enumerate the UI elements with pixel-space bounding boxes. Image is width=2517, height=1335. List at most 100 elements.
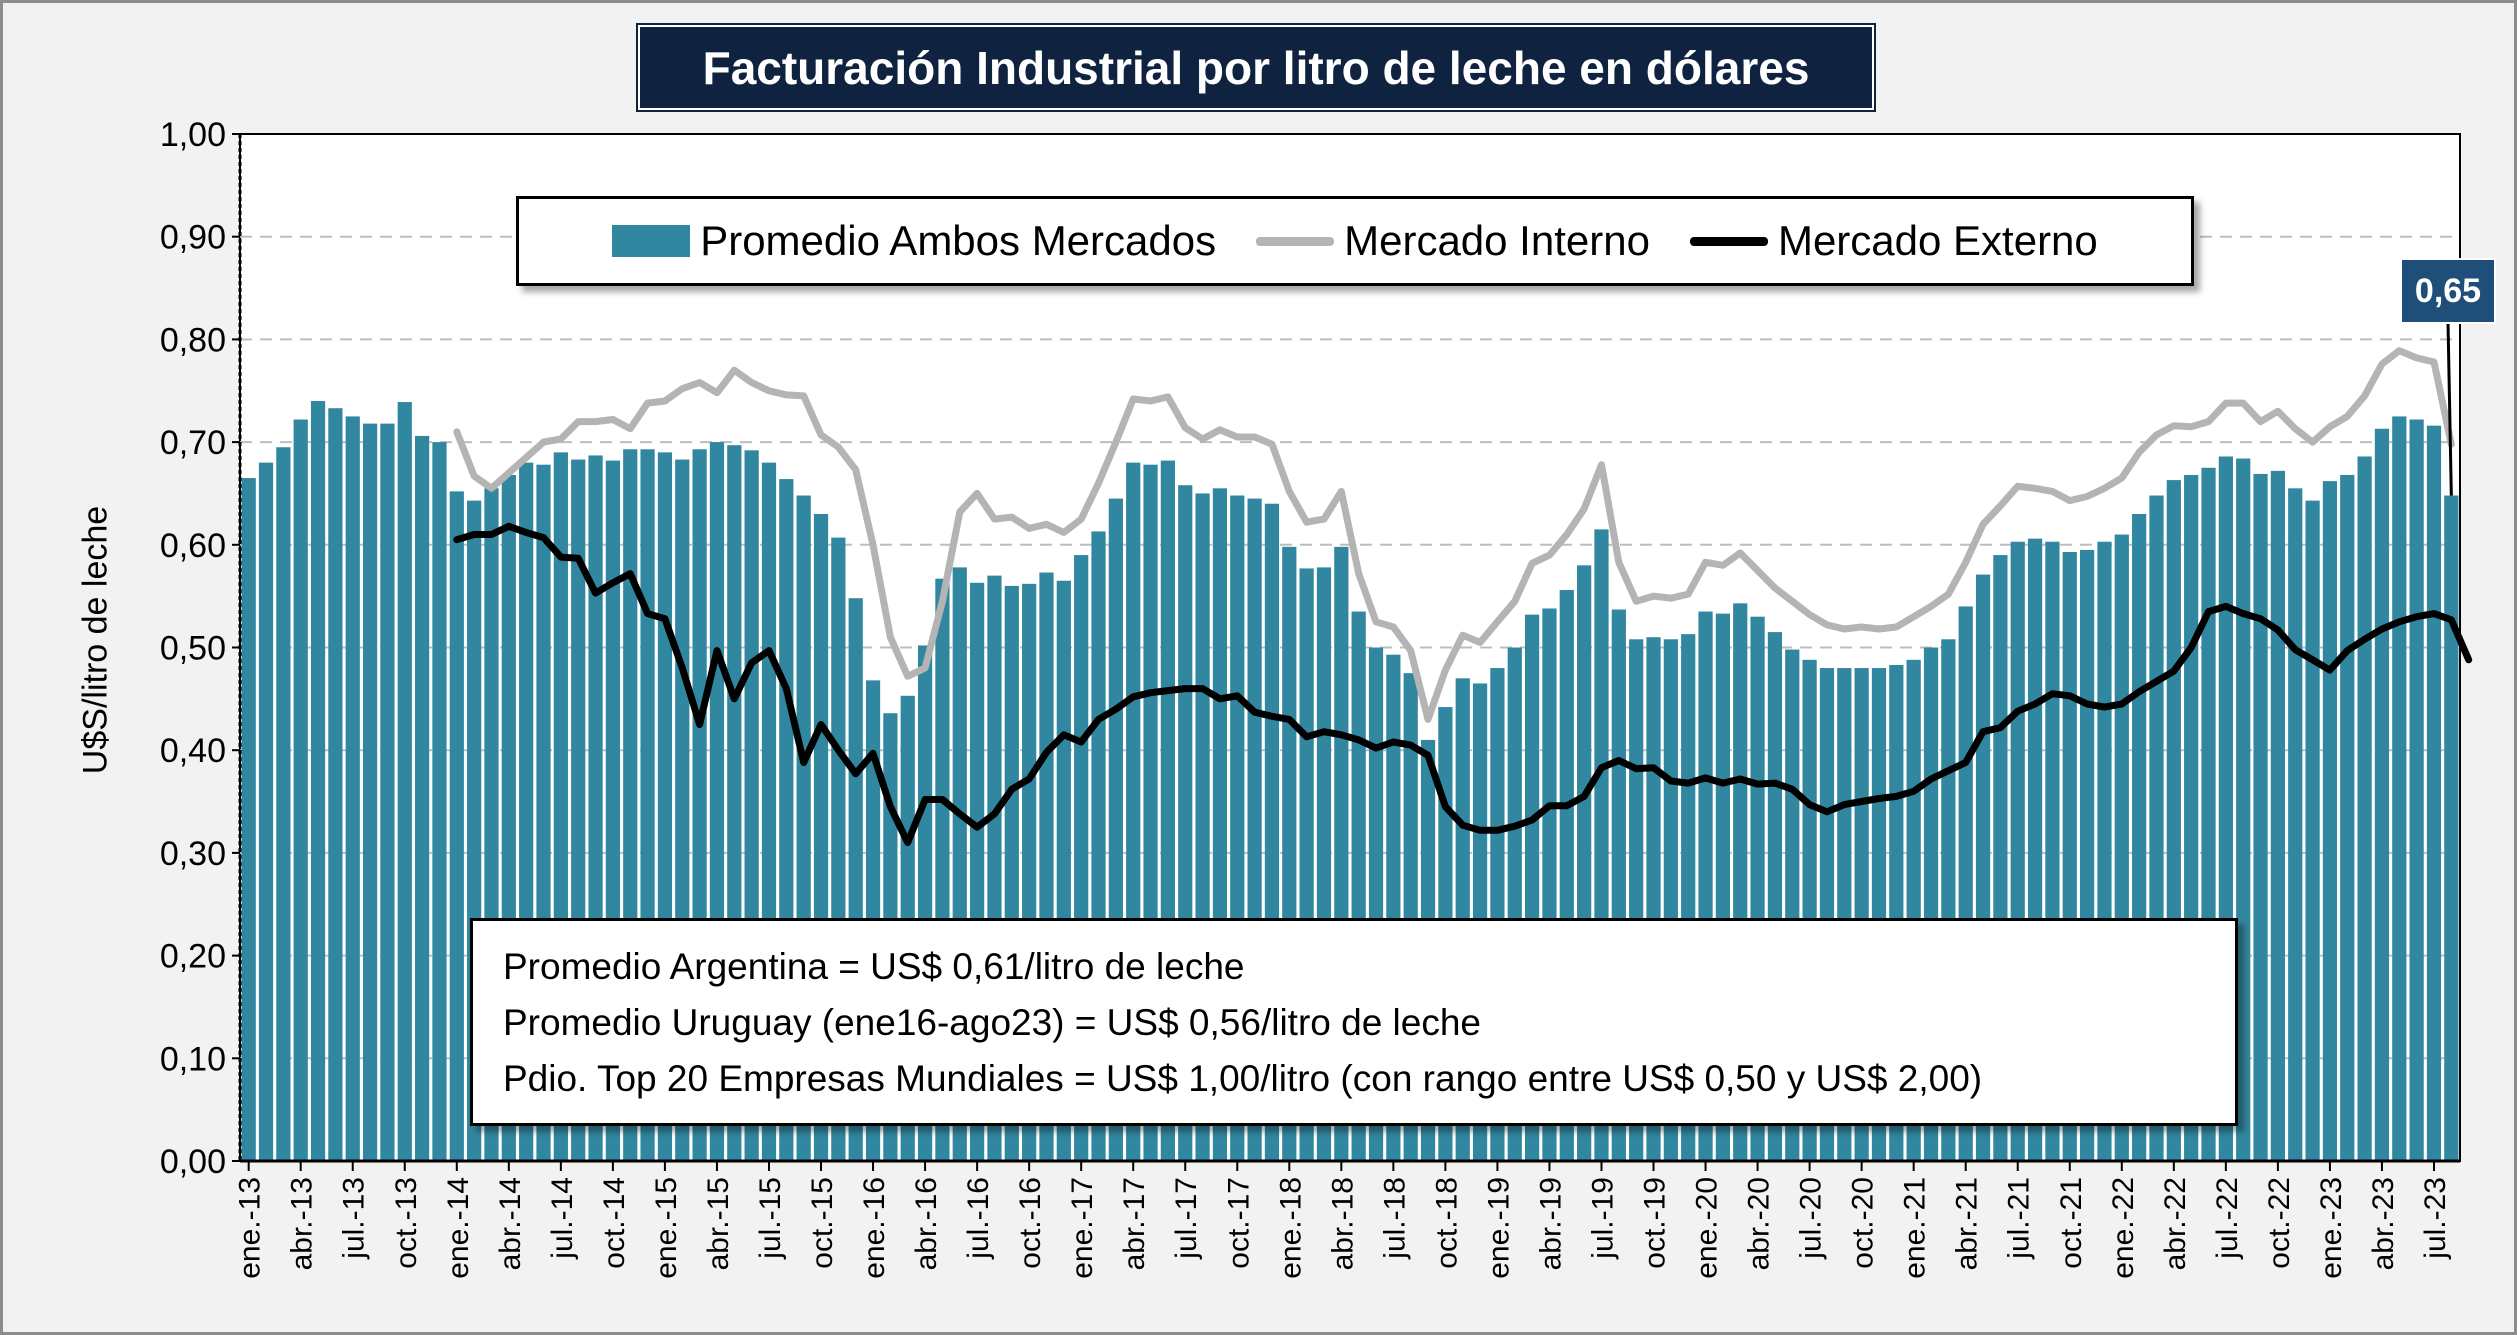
- chart-title: Facturación Industrial por litro de lech…: [636, 23, 1876, 112]
- x-tick-label: oct.-13: [390, 1177, 423, 1269]
- y-tick-label: 0,30: [160, 835, 226, 873]
- x-tick-label: jul.-17: [1170, 1177, 1203, 1260]
- x-tick-label: abr.-14: [494, 1177, 527, 1270]
- legend-label-externo: Mercado Externo: [1777, 217, 2098, 264]
- y-tick-label: 0,70: [160, 424, 226, 462]
- x-tick-label: abr.-23: [2367, 1177, 2400, 1270]
- note-top20: Pdio. Top 20 Empresas Mundiales = US$ 1,…: [503, 1058, 1983, 1099]
- x-tick-label: oct.-22: [2263, 1177, 2296, 1269]
- x-tick-label: oct.-17: [1222, 1177, 1255, 1269]
- line-series: [453, 347, 2473, 847]
- legend: Promedio Ambos Mercados Mercado Interno …: [516, 196, 2194, 286]
- x-tick-label: abr.-18: [1326, 1177, 1359, 1270]
- x-tick-label: ene.-15: [650, 1177, 683, 1279]
- x-tick-label: oct.-21: [2055, 1177, 2088, 1269]
- x-tick-label: jul.-16: [962, 1177, 995, 1260]
- bar: [2392, 416, 2407, 1161]
- x-tick-label: jul.-20: [1795, 1177, 1828, 1260]
- bar: [2340, 474, 2355, 1161]
- y-tick-label: 0,90: [160, 219, 226, 257]
- x-tick-label: abr.-19: [1534, 1177, 1567, 1270]
- notes-box: Promedio Argentina = US$ 0,61/litro de l…: [470, 918, 2238, 1126]
- x-tick-label: jul.-18: [1378, 1177, 1411, 1260]
- legend-item-interno: Mercado Interno: [1256, 217, 1650, 265]
- bar: [310, 401, 326, 1161]
- x-tick-label: ene.-23: [2315, 1177, 2348, 1279]
- y-tick-label: 0,80: [160, 321, 226, 359]
- y-tick-label: 0,00: [160, 1143, 226, 1181]
- x-tick-label: jul.-19: [1586, 1177, 1619, 1260]
- y-tick-label: 0,50: [160, 630, 226, 668]
- x-tick-label: jul.-22: [2211, 1177, 2244, 1260]
- x-tick-label: ene.-20: [1691, 1177, 1724, 1279]
- x-tick-label: abr.-20: [1743, 1177, 1776, 1270]
- bar: [258, 462, 274, 1161]
- bar: [2374, 428, 2390, 1161]
- y-tick-label: 1,00: [160, 116, 226, 154]
- bar: [380, 423, 395, 1161]
- bar: [2426, 425, 2442, 1162]
- x-tick-label: jul.-14: [546, 1177, 579, 1260]
- legend-label-interno: Mercado Interno: [1344, 217, 1650, 264]
- x-tick-label: jul.-15: [754, 1177, 787, 1260]
- y-tick-label: 0,10: [160, 1040, 226, 1078]
- bar: [2270, 470, 2286, 1162]
- x-tick-label: ene.-14: [442, 1177, 475, 1279]
- bar: [2322, 481, 2338, 1162]
- x-tick-label: oct.-14: [598, 1177, 631, 1269]
- x-tick-label: abr.-13: [286, 1177, 319, 1270]
- x-tick-label: oct.-19: [1639, 1177, 1672, 1269]
- bar: [449, 491, 464, 1161]
- x-tick-label: ene.-21: [1899, 1177, 1932, 1279]
- y-tick-label: 0,60: [160, 527, 226, 565]
- x-tick-label: ene.-19: [1482, 1177, 1515, 1279]
- x-tick-label: ene.-22: [2107, 1177, 2140, 1279]
- note-uruguay: Promedio Uruguay (ene16-ago23) = US$ 0,5…: [503, 1002, 1482, 1043]
- x-tick-label: jul.-21: [2003, 1177, 2036, 1260]
- x-tick-label: ene.-16: [858, 1177, 891, 1279]
- bar: [362, 423, 378, 1161]
- bar: [2288, 488, 2303, 1161]
- x-tick-label: abr.-21: [1951, 1177, 1984, 1270]
- x-tick-label: abr.-17: [1118, 1177, 1151, 1270]
- last-value-label: 0,65: [2400, 258, 2496, 324]
- bar: [2444, 495, 2459, 1161]
- x-tick-label: abr.-16: [910, 1177, 943, 1270]
- x-tick-label: jul.-13: [338, 1177, 371, 1260]
- x-tick-label: jul.-23: [2419, 1177, 2452, 1260]
- legend-swatch-bar: [612, 225, 691, 257]
- y-tick-label: 0,40: [160, 732, 226, 770]
- x-tick-label: oct.-15: [806, 1177, 839, 1269]
- bar: [241, 478, 256, 1161]
- legend-swatch-externo: [1689, 236, 1768, 246]
- y-tick-label: 0,20: [160, 938, 226, 976]
- x-tick-label: abr.-15: [702, 1177, 735, 1270]
- x-tick-label: ene.-17: [1066, 1177, 1099, 1279]
- x-tick-label: oct.-20: [1847, 1177, 1880, 1269]
- bar: [432, 442, 447, 1162]
- bar: [397, 402, 412, 1161]
- note-argentina: Promedio Argentina = US$ 0,61/litro de l…: [503, 946, 1245, 987]
- x-tick-label: oct.-18: [1430, 1177, 1463, 1269]
- x-tick-label: abr.-22: [2159, 1177, 2192, 1270]
- bar: [2409, 419, 2424, 1162]
- legend-swatch-interno: [1256, 236, 1335, 246]
- bar: [2357, 456, 2372, 1161]
- x-tick-labels: ene.-13 abr.-13 jul.-13 oct.-13 ene.-14 abr.-…: [234, 1161, 2452, 1279]
- bar: [276, 447, 291, 1161]
- y-tick-labels: 0,00 0,10 0,20 0,30 0,40 0,50 0,60 0,70 0,80 0,90…: [160, 116, 240, 1181]
- legend-item-promedio: Promedio Ambos Mercados: [612, 217, 1216, 265]
- y-axis-title-text: U$S/litro de leche: [76, 505, 115, 775]
- x-tick-label: oct.-16: [1014, 1177, 1047, 1269]
- bar: [293, 419, 308, 1162]
- line-mercado-interno: [453, 347, 2455, 723]
- bar: [2305, 500, 2320, 1161]
- bar: [414, 435, 430, 1161]
- x-tick-label: ene.-18: [1274, 1177, 1307, 1279]
- last-value-leader: [2446, 321, 2453, 496]
- x-tick-label: ene.-13: [234, 1177, 267, 1279]
- bar: [345, 416, 360, 1161]
- bar: [328, 408, 343, 1162]
- bar: [2236, 458, 2251, 1162]
- legend-item-externo: Mercado Externo: [1689, 217, 2098, 265]
